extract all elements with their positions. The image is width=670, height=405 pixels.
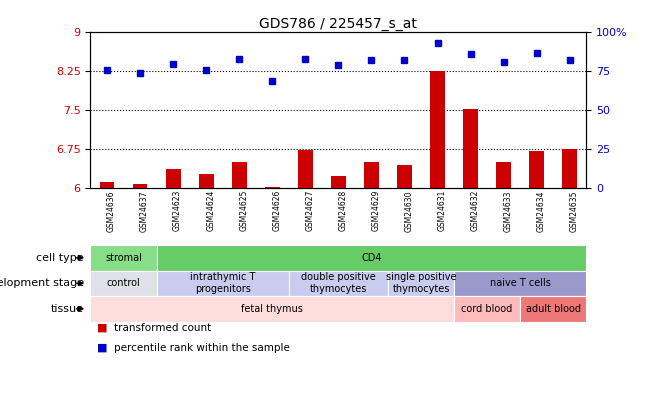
Text: intrathymic T
progenitors: intrathymic T progenitors — [190, 273, 255, 294]
Text: adult blood: adult blood — [526, 304, 581, 314]
Bar — [520, 296, 586, 322]
Bar — [364, 162, 379, 188]
Text: GSM24631: GSM24631 — [438, 190, 446, 231]
Bar — [90, 245, 157, 271]
Text: development stage: development stage — [0, 278, 84, 288]
Text: percentile rank within the sample: percentile rank within the sample — [114, 343, 289, 353]
Text: GSM24630: GSM24630 — [405, 190, 413, 232]
Text: GSM24626: GSM24626 — [272, 190, 281, 231]
Bar — [289, 271, 388, 296]
Text: ■: ■ — [97, 343, 108, 353]
Bar — [463, 109, 478, 188]
Bar — [165, 168, 180, 188]
Text: control: control — [107, 278, 141, 288]
Bar — [90, 296, 454, 322]
Text: GSM24632: GSM24632 — [470, 190, 480, 231]
Bar — [331, 176, 346, 188]
Text: GSM24635: GSM24635 — [570, 190, 579, 232]
Bar — [199, 174, 214, 188]
Bar — [562, 149, 577, 188]
Text: stromal: stromal — [105, 253, 142, 263]
Text: GSM24623: GSM24623 — [173, 190, 182, 231]
Text: GSM24637: GSM24637 — [140, 190, 149, 232]
Bar — [157, 245, 586, 271]
Bar — [90, 271, 157, 296]
Text: GSM24633: GSM24633 — [504, 190, 513, 232]
Text: fetal thymus: fetal thymus — [241, 304, 304, 314]
Bar — [388, 271, 454, 296]
Text: tissue: tissue — [51, 304, 84, 314]
Text: ■: ■ — [97, 323, 108, 333]
Bar — [133, 184, 147, 188]
Text: cell type: cell type — [36, 253, 84, 263]
Text: double positive
thymocytes: double positive thymocytes — [301, 273, 376, 294]
Text: GSM24627: GSM24627 — [306, 190, 314, 231]
Text: GSM24634: GSM24634 — [537, 190, 545, 232]
Bar — [265, 187, 279, 188]
Text: cord blood: cord blood — [462, 304, 513, 314]
Bar — [430, 71, 445, 188]
Text: CD4: CD4 — [361, 253, 382, 263]
Text: transformed count: transformed count — [114, 323, 211, 333]
Bar — [397, 165, 412, 188]
Text: GSM24636: GSM24636 — [107, 190, 116, 232]
Text: GSM24629: GSM24629 — [371, 190, 381, 231]
Title: GDS786 / 225457_s_at: GDS786 / 225457_s_at — [259, 17, 417, 31]
Bar — [454, 296, 520, 322]
Text: single positive
thymocytes: single positive thymocytes — [386, 273, 456, 294]
Bar — [298, 150, 313, 188]
Text: GSM24628: GSM24628 — [338, 190, 347, 231]
Text: GSM24624: GSM24624 — [206, 190, 215, 231]
Bar — [100, 182, 115, 188]
Bar — [157, 271, 289, 296]
Text: naive T cells: naive T cells — [490, 278, 551, 288]
Bar — [496, 162, 511, 188]
Bar — [454, 271, 586, 296]
Text: GSM24625: GSM24625 — [239, 190, 248, 231]
Bar — [529, 151, 544, 188]
Bar — [232, 162, 247, 188]
